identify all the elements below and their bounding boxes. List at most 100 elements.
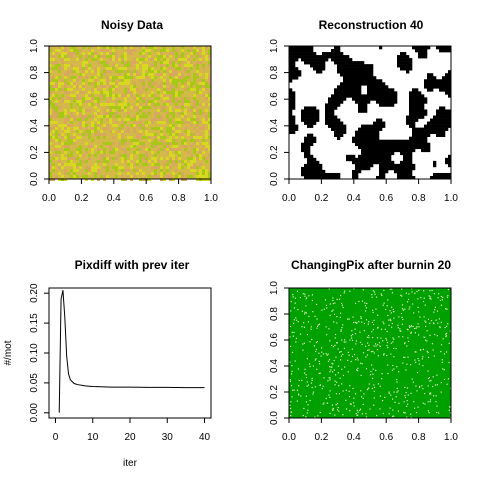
reconstruction-pixel: [337, 58, 341, 62]
noisy-pixel: [175, 160, 178, 163]
reconstruction-pixel: [382, 172, 386, 177]
noisy-pixel: [160, 175, 163, 178]
reconstruction-pixel: [412, 133, 416, 137]
changingpix-speck: [417, 334, 420, 336]
pixdiff-y-label: #/mot: [3, 340, 14, 365]
changingpix-speck: [310, 382, 313, 384]
noisy-pixel: [205, 94, 208, 97]
changingpix-speck: [392, 415, 394, 417]
changingpix-speck: [362, 397, 364, 400]
reconstruction-pixel: [310, 109, 314, 113]
changingpix-speck: [350, 337, 353, 339]
noisy-pixel: [154, 133, 157, 136]
changingpix-speck: [337, 372, 339, 374]
noisy-pixel: [151, 79, 154, 82]
reconstruction-pixel: [409, 106, 413, 110]
changingpix-speck: [406, 328, 408, 330]
changingpix-speck: [305, 416, 307, 418]
noisy-pixel: [172, 130, 175, 133]
reconstruction-pixel: [364, 163, 368, 168]
noisy-pixel: [82, 97, 85, 100]
noisy-pixel: [193, 166, 196, 169]
noisy-pixel: [157, 91, 160, 94]
reconstruction-pixel: [409, 112, 413, 116]
noisy-pixel: [64, 55, 67, 58]
noisy-pixel: [106, 64, 109, 67]
changingpix-speck: [365, 345, 367, 347]
noisy-pixel: [106, 82, 109, 85]
noisy-pixel: [151, 67, 154, 70]
reconstruction-pixel: [418, 136, 422, 141]
changingpix-speck: [362, 352, 365, 354]
reconstruction-pixel: [427, 145, 431, 150]
reconstruction-pixel: [412, 118, 416, 122]
changingpix-speck: [325, 353, 327, 355]
reconstruction-pixel: [319, 58, 323, 62]
noisy-pixel: [49, 109, 52, 112]
reconstruction-pixel: [379, 100, 383, 104]
reconstruction-pixel: [373, 88, 377, 92]
reconstruction-pixel: [370, 160, 374, 165]
noisy-pixel: [79, 118, 82, 121]
reconstruction-pixel: [340, 127, 344, 131]
changingpix-speck: [312, 311, 314, 313]
noisy-pixel: [166, 91, 169, 94]
noisy-pixel: [169, 154, 172, 157]
noisy-pixel: [157, 151, 160, 154]
noisy-pixel: [199, 163, 202, 166]
changingpix-speck: [297, 368, 300, 370]
changingpix-speck: [340, 312, 342, 314]
noisy-pixel: [148, 67, 151, 70]
reconstruction-pixel: [397, 172, 401, 177]
reconstruction-pixel: [436, 82, 440, 86]
reconstruction-pixel: [409, 166, 413, 171]
noisy-pixel: [52, 127, 55, 130]
reconstruction-pixel: [385, 151, 389, 156]
noisy-pixel: [58, 49, 61, 52]
noisy-pixel: [181, 61, 184, 64]
reconstruction-pixel: [394, 145, 398, 150]
noisy-pixel: [196, 130, 199, 133]
noisy-pixel: [67, 139, 70, 142]
reconstruction-pixel: [322, 169, 326, 174]
changingpix-speck: [414, 292, 416, 294]
noisy-pixel: [190, 88, 193, 91]
noisy-pixel: [124, 142, 127, 145]
changingpix-speck: [429, 334, 431, 337]
reconstruction-pixel: [385, 169, 389, 174]
noisy-pixel: [97, 70, 100, 73]
changingpix-speck: [440, 344, 443, 346]
changingpix-speck: [391, 369, 394, 371]
reconstruction-pixel: [352, 169, 356, 174]
changingpix-speck: [373, 384, 375, 386]
reconstruction-pixel: [304, 148, 308, 153]
changingpix-speck: [309, 365, 311, 368]
noisy-pixel: [64, 64, 67, 67]
noisy-pixel: [178, 154, 181, 157]
noisy-pixel: [121, 133, 124, 136]
reconstruction-pixel: [388, 145, 392, 150]
noisy-pixel: [61, 88, 64, 91]
changingpix-speck: [405, 392, 407, 394]
noisy-pixel: [85, 115, 88, 118]
reconstruction-pixel: [307, 157, 311, 162]
noisy-pixel: [121, 70, 124, 73]
noisy-pixel: [151, 163, 154, 166]
changingpix-speck: [303, 372, 306, 374]
changingpix-speck: [367, 342, 369, 344]
noisy-pixel: [76, 52, 79, 55]
changingpix-speck: [449, 406, 451, 408]
reconstruction-pixel: [430, 88, 434, 92]
changingpix-speck: [383, 323, 385, 325]
noisy-pixel: [160, 76, 163, 79]
changingpix-speck: [319, 384, 321, 386]
reconstruction-pixel: [340, 94, 344, 98]
changingpix-speck: [376, 348, 379, 351]
noisy-pixel: [58, 82, 61, 85]
changingpix-speck: [430, 319, 433, 322]
changingpix-speck: [361, 343, 363, 345]
reconstruction-pixel: [337, 133, 341, 137]
changingpix-speck: [438, 318, 440, 320]
noisy-pixel: [73, 94, 76, 97]
reconstruction-pixel: [349, 73, 353, 77]
